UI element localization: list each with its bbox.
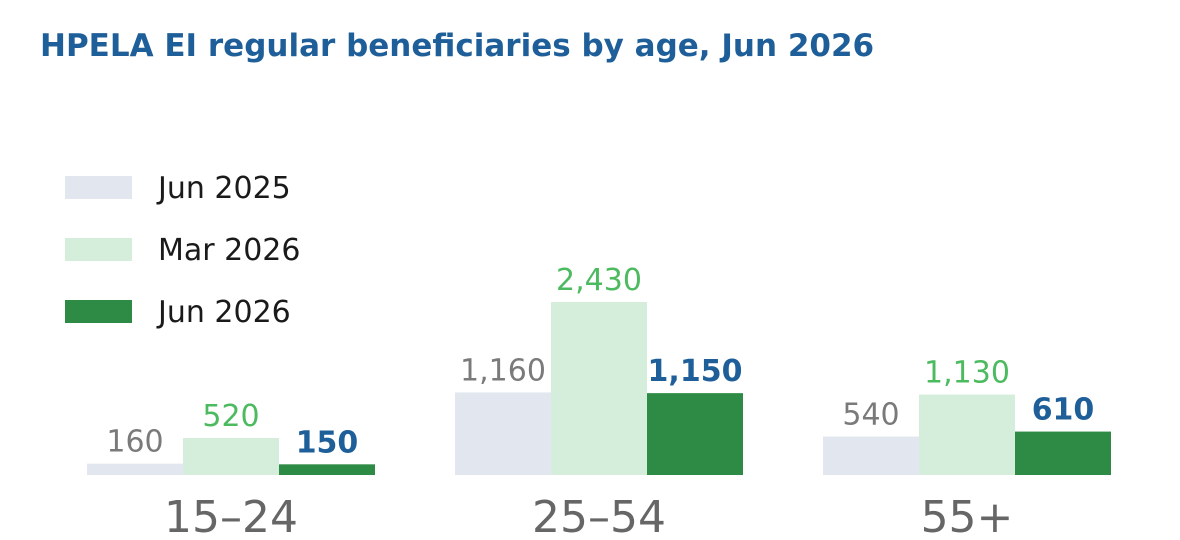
bar-15-24-jun-2025 <box>87 463 183 475</box>
legend-label-mar-2026: Mar 2026 <box>158 233 301 268</box>
value-label-15-24-jun-2026: 150 <box>296 425 359 460</box>
value-label-55-mar-2026: 1,130 <box>924 356 1010 391</box>
legend: Jun 2025 Mar 2026 Jun 2026 <box>65 171 301 330</box>
bar-15-24-jun-2026 <box>279 464 375 475</box>
legend-label-jun-2026: Jun 2026 <box>156 295 291 330</box>
value-label-25-54-jun-2025: 1,160 <box>460 353 546 388</box>
value-label-55-jun-2026: 610 <box>1032 393 1095 428</box>
legend-swatch-mar-2026 <box>65 238 132 261</box>
value-label-55-jun-2025: 540 <box>842 398 899 433</box>
bar-15-24-mar-2026 <box>183 437 279 475</box>
legend-label-jun-2025: Jun 2025 <box>156 171 291 206</box>
bar-25-54-jun-2025 <box>455 392 551 475</box>
bar-55-mar-2026 <box>919 394 1015 475</box>
value-label-15-24-mar-2026: 520 <box>202 399 259 434</box>
value-label-15-24-jun-2025: 160 <box>106 425 163 460</box>
value-label-25-54-mar-2026: 2,430 <box>556 263 642 298</box>
bar-25-54-mar-2026 <box>551 302 647 475</box>
category-label-15-24: 15–24 <box>164 492 298 540</box>
legend-swatch-jun-2026 <box>65 300 132 323</box>
category-labels: 15–24 25–54 55+ <box>164 492 1013 540</box>
category-label-55: 55+ <box>921 492 1014 540</box>
bar-25-54-jun-2026 <box>647 393 743 475</box>
value-label-25-54-jun-2026: 1,150 <box>648 354 743 389</box>
legend-swatch-jun-2025 <box>65 176 132 199</box>
category-label-25-54: 25–54 <box>532 492 666 540</box>
value-labels: 160 520 150 1,160 2,430 1,150 540 1,130 610 <box>106 263 1094 460</box>
bars <box>87 302 1111 475</box>
chart-title: HPELA EI regular beneficiaries by age, J… <box>40 28 874 64</box>
bar-55-jun-2026 <box>1015 431 1111 475</box>
bar-55-jun-2025 <box>823 436 919 475</box>
